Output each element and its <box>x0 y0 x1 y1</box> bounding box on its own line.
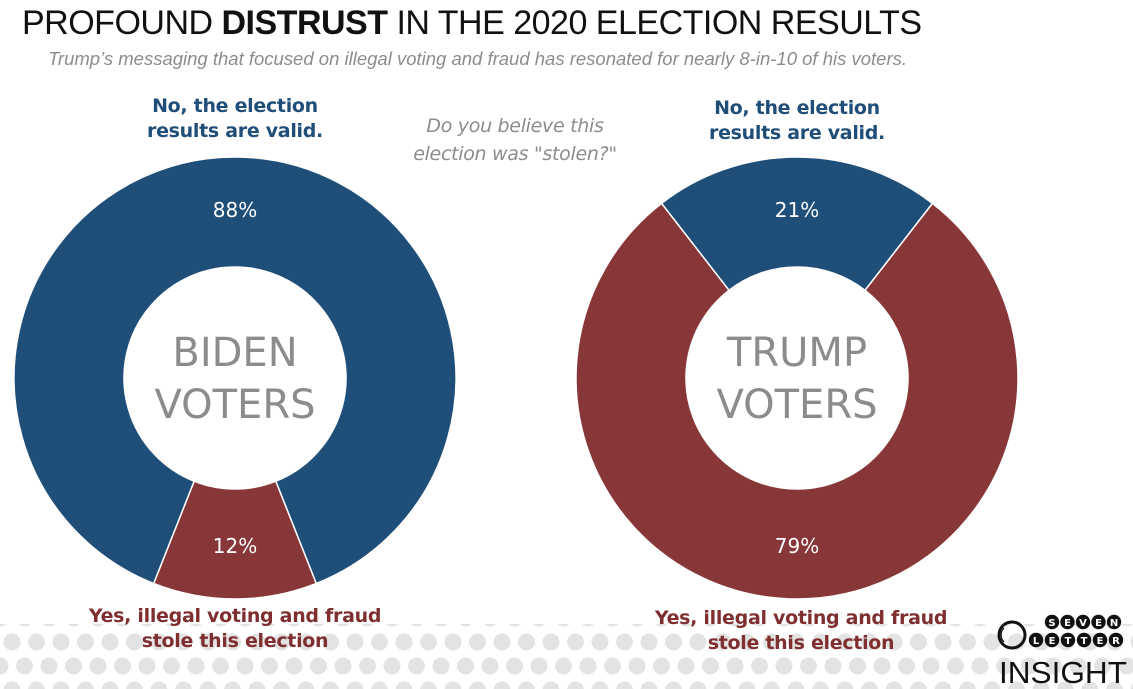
logo-letter: E <box>1049 636 1056 647</box>
page-title: PROFOUND DISTRUST IN THE 2020 ELECTION R… <box>22 4 922 42</box>
trump-slice-stolen <box>575 202 1019 600</box>
logo-letter-bubble <box>1092 632 1108 648</box>
trump-no-label-line-1: No, the election <box>714 97 880 119</box>
trump-yes-label: Yes, illegal voting and fraud stole this… <box>646 606 956 656</box>
magnifier-icon <box>997 620 1027 650</box>
biden-yes-label: Yes, illegal voting and fraud stole this… <box>80 604 390 654</box>
trump-slice-value-label: 79% <box>775 534 819 558</box>
logo-letter-bubble <box>1044 632 1060 648</box>
biden-yes-label-line-2: stole this election <box>141 630 329 652</box>
magnifier-glint-icon <box>1000 627 1005 643</box>
trump-donut: 21% 79% TRUMP VOTERS <box>575 156 1019 600</box>
biden-slice-valid <box>13 156 457 585</box>
biden-slice-value-label: 88% <box>213 198 257 222</box>
trump-slice-value-label: 21% <box>775 198 819 222</box>
logo-letter-bubble <box>1076 632 1092 648</box>
logo-letter: R <box>1112 636 1120 647</box>
logo-letter-bubble <box>1106 614 1122 630</box>
logo-letter-bubble <box>1060 614 1075 630</box>
logo-letter-bubble <box>1060 632 1076 648</box>
biden-slice-value-label: 12% <box>213 534 257 558</box>
biden-no-label-line-1: No, the election <box>152 95 318 117</box>
logo-letter: E <box>1097 636 1104 647</box>
trump-yes-label-line-2: stole this election <box>707 632 895 654</box>
question-line-1: Do you believe this <box>426 115 604 137</box>
biden-yes-label-line-1: Yes, illegal voting and fraud <box>88 605 382 627</box>
logo-letter: L <box>1033 636 1040 647</box>
biden-center-label-line-2: VOTERS <box>154 382 315 428</box>
logo-letter: T <box>1065 636 1072 647</box>
question-line-2: election was "stolen?" <box>413 143 617 165</box>
logo-letter-bubble <box>1091 614 1106 630</box>
logo-letter: N <box>1110 618 1118 629</box>
biden-no-label-line-2: results are valid. <box>147 120 323 142</box>
biden-no-label: No, the election results are valid. <box>115 94 355 144</box>
trump-yes-label-line-1: Yes, illegal voting and fraud <box>654 607 948 629</box>
logo-letter-bubble <box>1028 632 1044 648</box>
logo-letter-bubble <box>1044 614 1060 630</box>
trump-no-label-line-2: results are valid. <box>709 122 885 144</box>
trump-center-label-line-1: TRUMP <box>726 330 867 376</box>
trump-slice-valid <box>660 156 934 292</box>
logo-letter: E <box>1064 618 1071 629</box>
survey-question: Do you believe this election was "stolen… <box>400 112 630 168</box>
logo-letter: E <box>1095 618 1102 629</box>
logo-letter-bubble <box>1075 614 1091 630</box>
logo-letter: V <box>1079 618 1087 629</box>
logo-wordmark: INSIGHT <box>999 655 1127 687</box>
biden-center-label-line-1: BIDEN <box>172 330 297 376</box>
logo-letter-bubble <box>1108 632 1124 648</box>
trump-center-label-line-2: VOTERS <box>716 382 877 428</box>
logo-letter: T <box>1081 636 1088 647</box>
biden-donut: 12% 88% BIDEN VOTERS <box>13 156 457 600</box>
page-subtitle: Trump’s messaging that focused on illega… <box>48 48 908 69</box>
trump-no-label: No, the election results are valid. <box>677 96 917 146</box>
logo-letter: S <box>1048 618 1055 629</box>
